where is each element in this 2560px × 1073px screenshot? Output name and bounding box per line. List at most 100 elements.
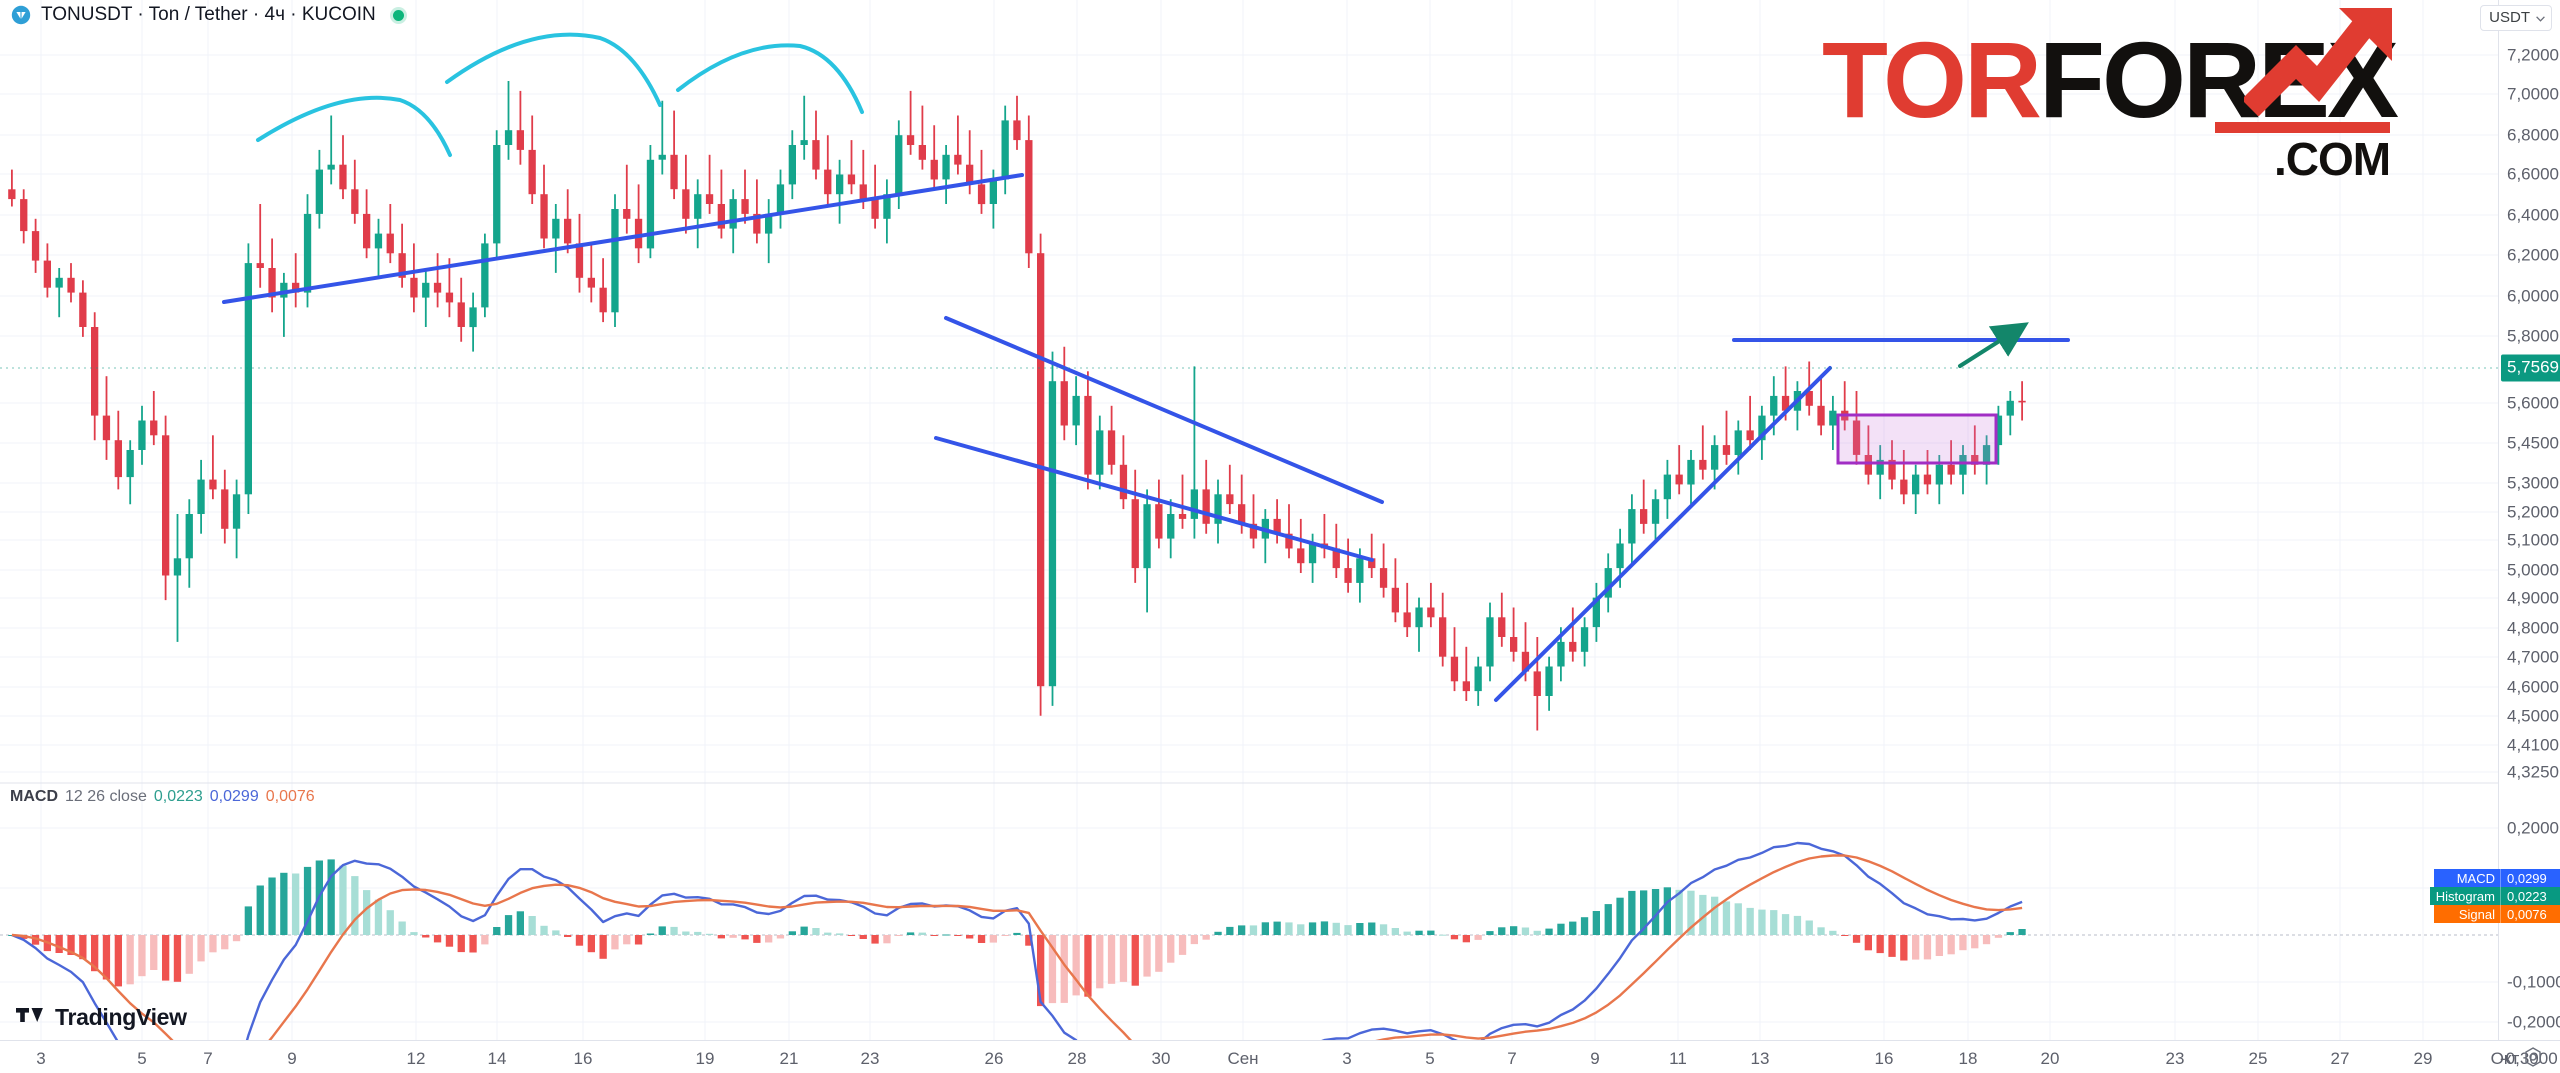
price-tick-label: 6,0000 xyxy=(2507,286,2559,306)
macd-hist-bar xyxy=(327,859,335,935)
candle-body-bear xyxy=(1462,681,1470,692)
price-tick-label: 0,2000 xyxy=(2507,818,2559,838)
macd-hist-bar xyxy=(1143,935,1151,977)
macd-hist-bar xyxy=(256,885,264,935)
macd-hist-bar xyxy=(528,916,536,935)
time-tick-label: 9 xyxy=(287,1049,297,1068)
macd-title: MACD xyxy=(10,788,58,805)
candle-body-bear xyxy=(1817,405,1825,426)
macd-hist-bar xyxy=(883,935,891,944)
macd-hist-bar xyxy=(1533,930,1541,935)
macd-hist-bar xyxy=(1781,914,1790,935)
candle-body-bear xyxy=(516,130,524,150)
candle-body-bear xyxy=(457,302,465,327)
chart-canvas xyxy=(0,0,2498,1040)
candle-body-bear xyxy=(587,277,595,288)
candle-body-bear xyxy=(114,440,122,478)
last-price-badge: 5,7569 xyxy=(2501,354,2560,382)
candle-body-bull xyxy=(303,213,312,293)
macd-hist-bar xyxy=(67,935,75,955)
macd-hist-bar xyxy=(1687,890,1695,935)
macd-hist-bar xyxy=(173,935,182,982)
descending-channel-upper[interactable] xyxy=(944,316,1384,504)
time-tick-label: 13 xyxy=(1750,1049,1770,1068)
chart-plot-area[interactable] xyxy=(0,0,2498,1040)
candle-body-bear xyxy=(954,154,962,165)
candle-body-bull xyxy=(493,145,501,244)
symbol-legend[interactable]: TONUSDT · Ton / Tether · 4ч · KUCOIN xyxy=(10,4,404,26)
macd-hist-bar xyxy=(1912,935,1920,960)
candle-body-bear xyxy=(753,213,761,234)
candle-body-bull xyxy=(327,164,335,170)
macd-hist-bar xyxy=(1746,907,1754,935)
macd-signal-line xyxy=(11,854,2023,1040)
breakout-target-arrow[interactable] xyxy=(1958,322,2029,368)
candle-body-bear xyxy=(1297,548,1305,564)
macd-hist-bar xyxy=(1439,934,1447,936)
macd-hist-bar xyxy=(1391,928,1399,935)
macd-hist-bar xyxy=(765,935,773,943)
macd-hist-bar xyxy=(31,935,40,945)
macd-hist-bar xyxy=(1261,922,1269,935)
candle-body-bull xyxy=(1167,514,1175,539)
macd-hist-bar xyxy=(1450,935,1459,940)
candle-body-bear xyxy=(1238,504,1246,524)
candle-body-bull xyxy=(1628,509,1636,544)
macd-hist-bar xyxy=(1521,927,1530,935)
macd-hist-bar xyxy=(126,935,134,985)
price-tick-label: 4,4100 xyxy=(2507,735,2559,755)
candle-body-bull xyxy=(1711,445,1719,470)
candle-body-bull xyxy=(895,135,903,195)
macd-hist-bar xyxy=(433,935,442,943)
time-axis[interactable]: 3 5 7 9 12 14 16 19 21 23 26 28 30 Сен 3 5 7 9 11 13 16 18 20 2… xyxy=(0,1040,2560,1073)
candle-body-bull xyxy=(1687,459,1695,485)
macd-hist-bar xyxy=(185,935,193,974)
macd-hist-bar xyxy=(1072,935,1080,996)
consolidation-box[interactable] xyxy=(1836,413,1998,465)
macd-line xyxy=(11,841,2023,1040)
candle-body-bear xyxy=(1391,587,1399,613)
candle-body-bull xyxy=(126,450,134,478)
price-tick-label: -0,2000 xyxy=(2507,1012,2560,1032)
price-tick-label: 6,6000 xyxy=(2507,164,2559,184)
price-tick-label: 4,6000 xyxy=(2507,677,2559,697)
logo-dotcom-text: .COM xyxy=(2273,133,2391,185)
rising-support-trendline[interactable] xyxy=(1494,366,1832,702)
macd-hist-bar xyxy=(232,935,241,942)
time-tick-label: 11 xyxy=(1669,1049,1687,1068)
macd-hist-bar xyxy=(410,932,418,935)
macd-hist-bar xyxy=(1640,890,1648,935)
candle-body-bull xyxy=(1308,543,1317,564)
candle-body-bull xyxy=(1876,459,1884,475)
macd-hist-bar xyxy=(1935,935,1943,956)
candle-body-bear xyxy=(670,154,678,190)
macd-hist-bar xyxy=(954,935,962,936)
macd-hist-bar xyxy=(1805,920,1813,935)
candle-body-bear xyxy=(1403,612,1411,628)
time-tick-label: 5 xyxy=(1425,1049,1435,1068)
macd-hist-bar xyxy=(966,935,974,939)
macd-hist-bar xyxy=(481,935,489,945)
candle-body-bull xyxy=(55,277,63,288)
descending-channel-lower[interactable] xyxy=(934,436,1374,562)
macd-hist-bar xyxy=(1758,909,1766,935)
macd-badge-name: Signal xyxy=(2434,905,2500,923)
time-tick-label: 3 xyxy=(36,1049,46,1068)
ascending-support-trendline[interactable] xyxy=(222,173,1024,304)
candle-body-bear xyxy=(1202,489,1210,524)
macd-indicator-legend[interactable]: MACD 12 26 close 0,0223 0,0299 0,0076 xyxy=(10,788,315,806)
price-tick-label: 6,4000 xyxy=(2507,205,2559,225)
macd-line-value: 0,0299 xyxy=(209,788,259,805)
currency-unit-selector[interactable]: USDT xyxy=(2480,5,2552,31)
logo-tor-text: TOR xyxy=(1822,19,2042,140)
candle-body-bear xyxy=(1521,651,1530,672)
macd-hist-bar xyxy=(1628,890,1636,935)
candle-body-bull xyxy=(776,184,785,214)
price-axis[interactable]: USDT 7,2000 7,0000 6,8000 6,6000 6,4000 6,200… xyxy=(2429,0,2560,1040)
time-tick-label: 20 xyxy=(2040,1049,2060,1068)
ton-coin-icon xyxy=(10,4,32,26)
candle-body-bear xyxy=(918,145,926,160)
macd-hist-bar xyxy=(244,906,252,935)
settings-gear-icon[interactable] xyxy=(2522,1046,2544,1068)
candle-body-bear xyxy=(1805,391,1813,406)
